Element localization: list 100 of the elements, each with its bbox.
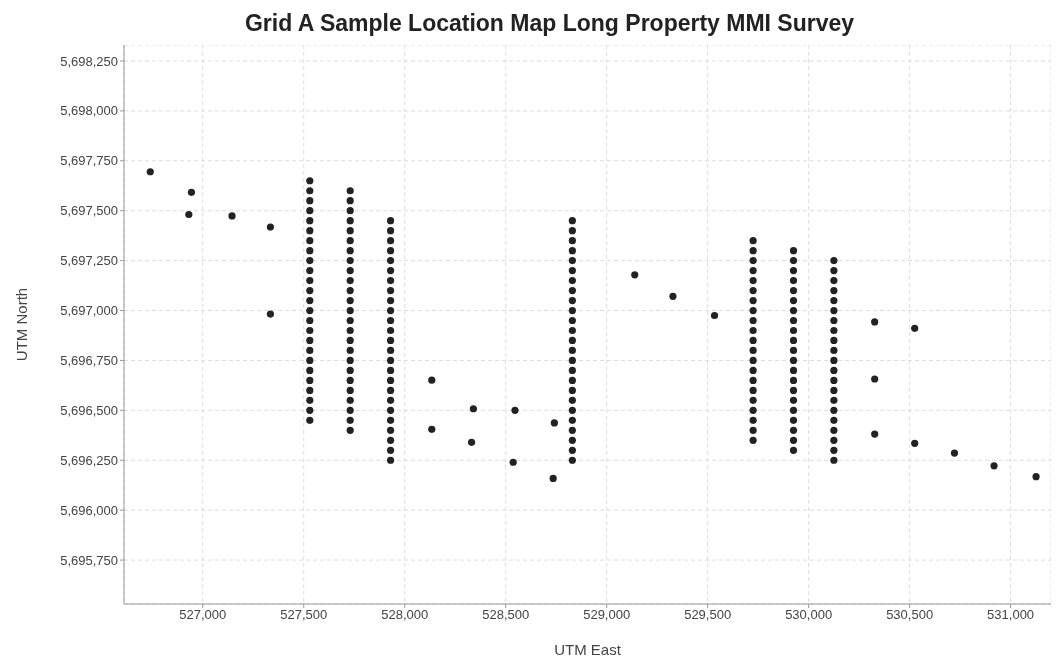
x-tick-label: 528,000	[381, 607, 429, 623]
point	[228, 212, 236, 220]
point	[306, 237, 314, 245]
point	[386, 426, 395, 434]
point	[386, 436, 395, 444]
x-tick-label: 527,000	[179, 607, 227, 623]
point	[346, 227, 354, 235]
point	[789, 346, 798, 355]
point	[568, 316, 576, 325]
point	[830, 286, 838, 295]
point	[346, 376, 354, 384]
point	[749, 356, 757, 365]
point	[306, 406, 314, 414]
point	[346, 406, 354, 414]
point	[749, 326, 757, 335]
point	[306, 276, 314, 285]
point	[830, 326, 838, 335]
point	[789, 336, 798, 345]
y-tick-label: 5,697,250	[60, 253, 118, 269]
point	[631, 271, 639, 279]
point	[710, 311, 719, 320]
point	[789, 376, 798, 384]
point	[789, 386, 798, 394]
point	[789, 247, 798, 255]
point	[749, 416, 757, 424]
point	[568, 416, 576, 424]
point	[830, 396, 838, 404]
point	[346, 267, 354, 275]
point	[306, 396, 314, 404]
point	[306, 247, 314, 255]
point	[830, 416, 838, 424]
point	[749, 396, 757, 404]
point	[568, 366, 576, 375]
x-tick-label: 530,000	[785, 607, 833, 623]
point	[509, 458, 517, 466]
point	[306, 376, 314, 384]
point	[346, 306, 354, 315]
point	[911, 324, 919, 332]
point	[346, 187, 354, 195]
point	[386, 286, 395, 295]
point	[550, 419, 558, 427]
point	[346, 286, 354, 295]
point	[568, 237, 576, 245]
point	[830, 276, 838, 285]
point	[789, 366, 798, 375]
point	[346, 326, 354, 335]
point	[830, 436, 838, 444]
point	[568, 267, 576, 275]
point	[306, 336, 314, 345]
point	[306, 366, 314, 375]
point	[346, 346, 354, 355]
point	[749, 276, 757, 285]
point	[568, 436, 576, 444]
point	[830, 336, 838, 345]
x-tick-label: 530,500	[886, 607, 934, 623]
point	[568, 326, 576, 335]
point	[871, 430, 879, 438]
point	[346, 416, 354, 424]
y-axis-title: UTM North	[13, 287, 31, 362]
point	[789, 276, 798, 285]
point	[306, 217, 314, 225]
point	[467, 438, 476, 446]
point	[568, 217, 576, 225]
point	[789, 296, 798, 305]
x-tick-label: 528,500	[482, 607, 530, 623]
point	[386, 237, 395, 245]
point	[306, 316, 314, 325]
y-tick-label: 5,696,250	[60, 452, 118, 468]
point	[146, 168, 154, 176]
point	[306, 356, 314, 365]
point	[266, 223, 275, 231]
point	[346, 217, 354, 225]
point	[549, 474, 557, 483]
point	[789, 326, 798, 335]
point	[306, 286, 314, 295]
point	[568, 296, 576, 305]
point	[789, 416, 798, 424]
point	[830, 386, 838, 394]
point	[830, 257, 838, 265]
point	[386, 456, 395, 464]
point	[386, 306, 395, 315]
point	[346, 247, 354, 255]
point	[386, 406, 395, 414]
point	[306, 197, 314, 205]
point	[789, 257, 798, 265]
point	[749, 237, 757, 245]
point	[990, 462, 998, 470]
point	[568, 386, 576, 394]
point	[386, 396, 395, 404]
point	[346, 386, 354, 394]
point	[386, 386, 395, 394]
point	[830, 406, 838, 414]
point	[346, 366, 354, 375]
point	[568, 406, 576, 414]
point	[568, 446, 576, 454]
point	[1032, 473, 1040, 481]
point	[386, 356, 395, 365]
point	[568, 257, 576, 265]
point	[346, 336, 354, 345]
point	[306, 187, 314, 195]
